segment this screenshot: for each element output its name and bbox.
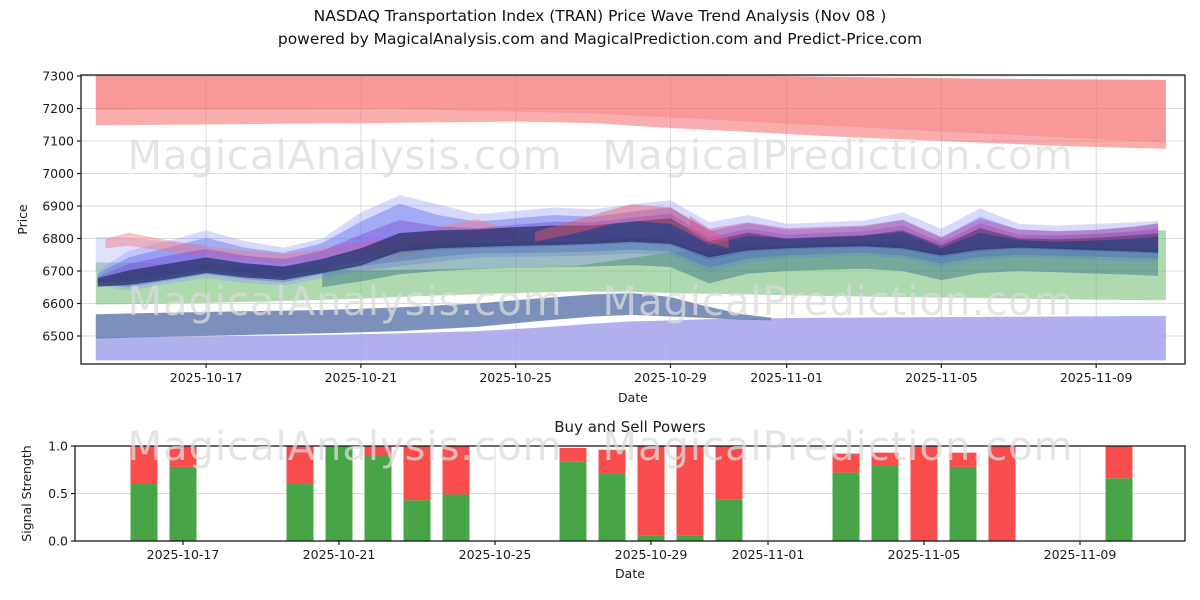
band-wave-violet	[97, 213, 1159, 283]
x-tick-label: 2025-10-17	[147, 547, 220, 562]
y-tick-label: 7300	[42, 69, 74, 84]
band-wave-salmon-peak	[535, 204, 729, 249]
bar-buy-2025-11-06	[949, 466, 977, 541]
bar-sell-2025-10-16	[130, 446, 158, 484]
bar-sell-2025-11-10	[1105, 446, 1133, 479]
bar-buy-2025-10-16	[130, 484, 158, 541]
x-tick-label: 2025-11-09	[1060, 370, 1133, 385]
x-tick-label: 2025-10-29	[634, 370, 707, 385]
bar-buy-2025-10-24	[442, 494, 470, 541]
bar-buy-2025-10-23	[403, 500, 431, 541]
y-axis-label-price: Price	[15, 204, 30, 235]
band-steel-blue-band	[95, 293, 772, 339]
bar-sell-2025-10-23	[403, 446, 431, 501]
y-tick-label: 1.0	[48, 439, 68, 454]
bar-buy-2025-10-31	[715, 499, 743, 541]
band-upper-resistance-band	[95, 75, 1166, 149]
x-tick-label: 2025-10-25	[479, 370, 552, 385]
bar-sell-2025-10-20	[286, 446, 314, 484]
band-lower-support-band	[95, 315, 1166, 361]
y-tick-label: 6700	[42, 264, 74, 279]
bar-buy-2025-10-20	[286, 483, 314, 541]
y-tick-label: 6800	[42, 231, 74, 246]
x-tick-label: 2025-11-01	[732, 547, 805, 562]
x-tick-label: 2025-11-05	[888, 547, 961, 562]
y-tick-label: 6900	[42, 199, 74, 214]
bar-buy-2025-11-03	[832, 472, 860, 541]
bar-buy-2025-10-27	[559, 461, 587, 541]
bar-sell-2025-10-28	[598, 449, 626, 474]
band-upper-resistance-core	[95, 75, 1166, 143]
x-tick-label: 2025-11-01	[750, 370, 823, 385]
bar-sell-2025-11-03	[832, 453, 860, 473]
bar-buy-2025-10-28	[598, 473, 626, 541]
band-wave-teal-underlayer	[322, 238, 1159, 288]
price-plot-frame	[80, 74, 1186, 365]
y-tick-label: 6500	[42, 329, 74, 344]
bar-buy-2025-10-17	[169, 466, 197, 541]
bar-buy-2025-10-29	[637, 535, 665, 541]
y-axis-label-signal-strength: Signal Strength	[19, 445, 34, 541]
bar-sell-2025-10-22	[364, 446, 392, 456]
bar-sell-2025-10-24	[442, 446, 470, 495]
bar-buy-2025-10-21	[325, 446, 353, 541]
bar-sell-2025-10-27	[559, 447, 587, 462]
x-axis-label-date: Date	[615, 566, 645, 581]
x-tick-label: 2025-10-21	[325, 370, 398, 385]
x-tick-label: 2025-11-09	[1044, 547, 1117, 562]
bar-sell-2025-11-07	[988, 446, 1016, 541]
bar-buy-2025-10-22	[364, 455, 392, 541]
x-axis-label-date: Date	[618, 390, 648, 405]
y-tick-label: 7200	[42, 101, 74, 116]
y-tick-label: 7100	[42, 134, 74, 149]
bar-buy-2025-10-30	[676, 535, 704, 541]
y-tick-label: 0.5	[48, 486, 68, 501]
band-wave-magenta-right	[689, 215, 1159, 249]
band-wave-navy-core	[97, 218, 1159, 287]
bar-sell-2025-10-31	[715, 446, 743, 500]
x-tick-label: 2025-11-05	[905, 370, 978, 385]
y-tick-label: 6600	[42, 296, 74, 311]
bar-sell-2025-10-30	[676, 446, 704, 536]
x-tick-label: 2025-10-25	[459, 547, 532, 562]
y-tick-label: 7000	[42, 166, 74, 181]
bar-sell-2025-11-06	[949, 452, 977, 467]
x-tick-label: 2025-10-21	[303, 547, 376, 562]
chart-title: NASDAQ Transportation Index (TRAN) Price…	[313, 7, 887, 25]
bar-sell-2025-11-04	[871, 452, 899, 466]
bar-buy-2025-11-04	[871, 465, 899, 541]
bar-sell-2025-10-17	[169, 446, 197, 467]
chart-subtitle: powered by MagicalAnalysis.com and Magic…	[277, 30, 923, 48]
y-tick-label: 0.0	[48, 534, 68, 549]
bar-sell-2025-11-05	[910, 446, 938, 541]
bar-chart-title: Buy and Sell Powers	[554, 418, 706, 436]
x-tick-label: 2025-10-17	[170, 370, 243, 385]
bar-sell-2025-10-29	[637, 446, 665, 536]
bar-buy-2025-11-10	[1105, 478, 1133, 541]
x-tick-label: 2025-10-29	[615, 547, 688, 562]
